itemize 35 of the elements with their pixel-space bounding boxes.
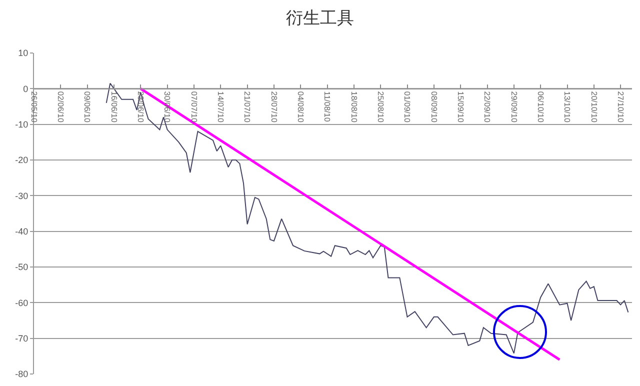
chart-title: 衍生工具: [286, 8, 354, 28]
line-series: [106, 82, 629, 354]
x-tick-label: 08/09/10: [429, 91, 438, 123]
y-tick-label: -10: [15, 119, 28, 130]
x-tick-label: 18/08/10: [349, 91, 358, 123]
x-tick-label: 15/09/10: [456, 91, 465, 123]
x-tick-label: 06/10/10: [536, 91, 545, 123]
x-tick-label: 20/10/10: [589, 91, 598, 123]
x-tick-label: 30/06/10: [162, 91, 172, 123]
x-tick-label: 28/07/10: [269, 91, 278, 123]
y-tick-label: -40: [15, 226, 28, 236]
x-tick-label: 09/06/10: [82, 91, 92, 123]
y-tick-label: -30: [15, 190, 28, 201]
x-tick-label: 07/07/10: [189, 91, 198, 123]
y-tick-label: -20: [15, 155, 28, 166]
y-tick-label: -80: [15, 369, 28, 380]
x-tick-label: 22/09/10: [482, 91, 492, 123]
y-tick-label: -50: [15, 262, 28, 272]
x-tick-label: 16/06/10: [109, 91, 118, 123]
x-tick-label: 02/06/10: [56, 91, 66, 123]
x-tick-label: 11/08/10: [322, 91, 332, 122]
x-tick-label: 01/09/10: [402, 91, 412, 123]
x-tick-label: 25/08/10: [376, 91, 386, 123]
x-tick-label: 14/07/10: [216, 91, 226, 123]
x-tick-label: 23/06/10: [136, 91, 146, 123]
x-tick-label: 27/10/10: [616, 91, 625, 123]
x-tick-label: 13/10/10: [562, 91, 572, 123]
y-tick-label: 10: [18, 48, 28, 58]
x-tick-label: 04/08/10: [296, 91, 306, 123]
y-tick-label: 0: [23, 84, 28, 94]
x-tick-label: 21/07/10: [242, 91, 252, 123]
x-tick-label: 26/05/10: [29, 91, 38, 123]
y-tick-label: -70: [15, 333, 28, 344]
y-tick-label: -60: [15, 298, 28, 308]
x-tick-label: 29/09/10: [509, 91, 518, 123]
